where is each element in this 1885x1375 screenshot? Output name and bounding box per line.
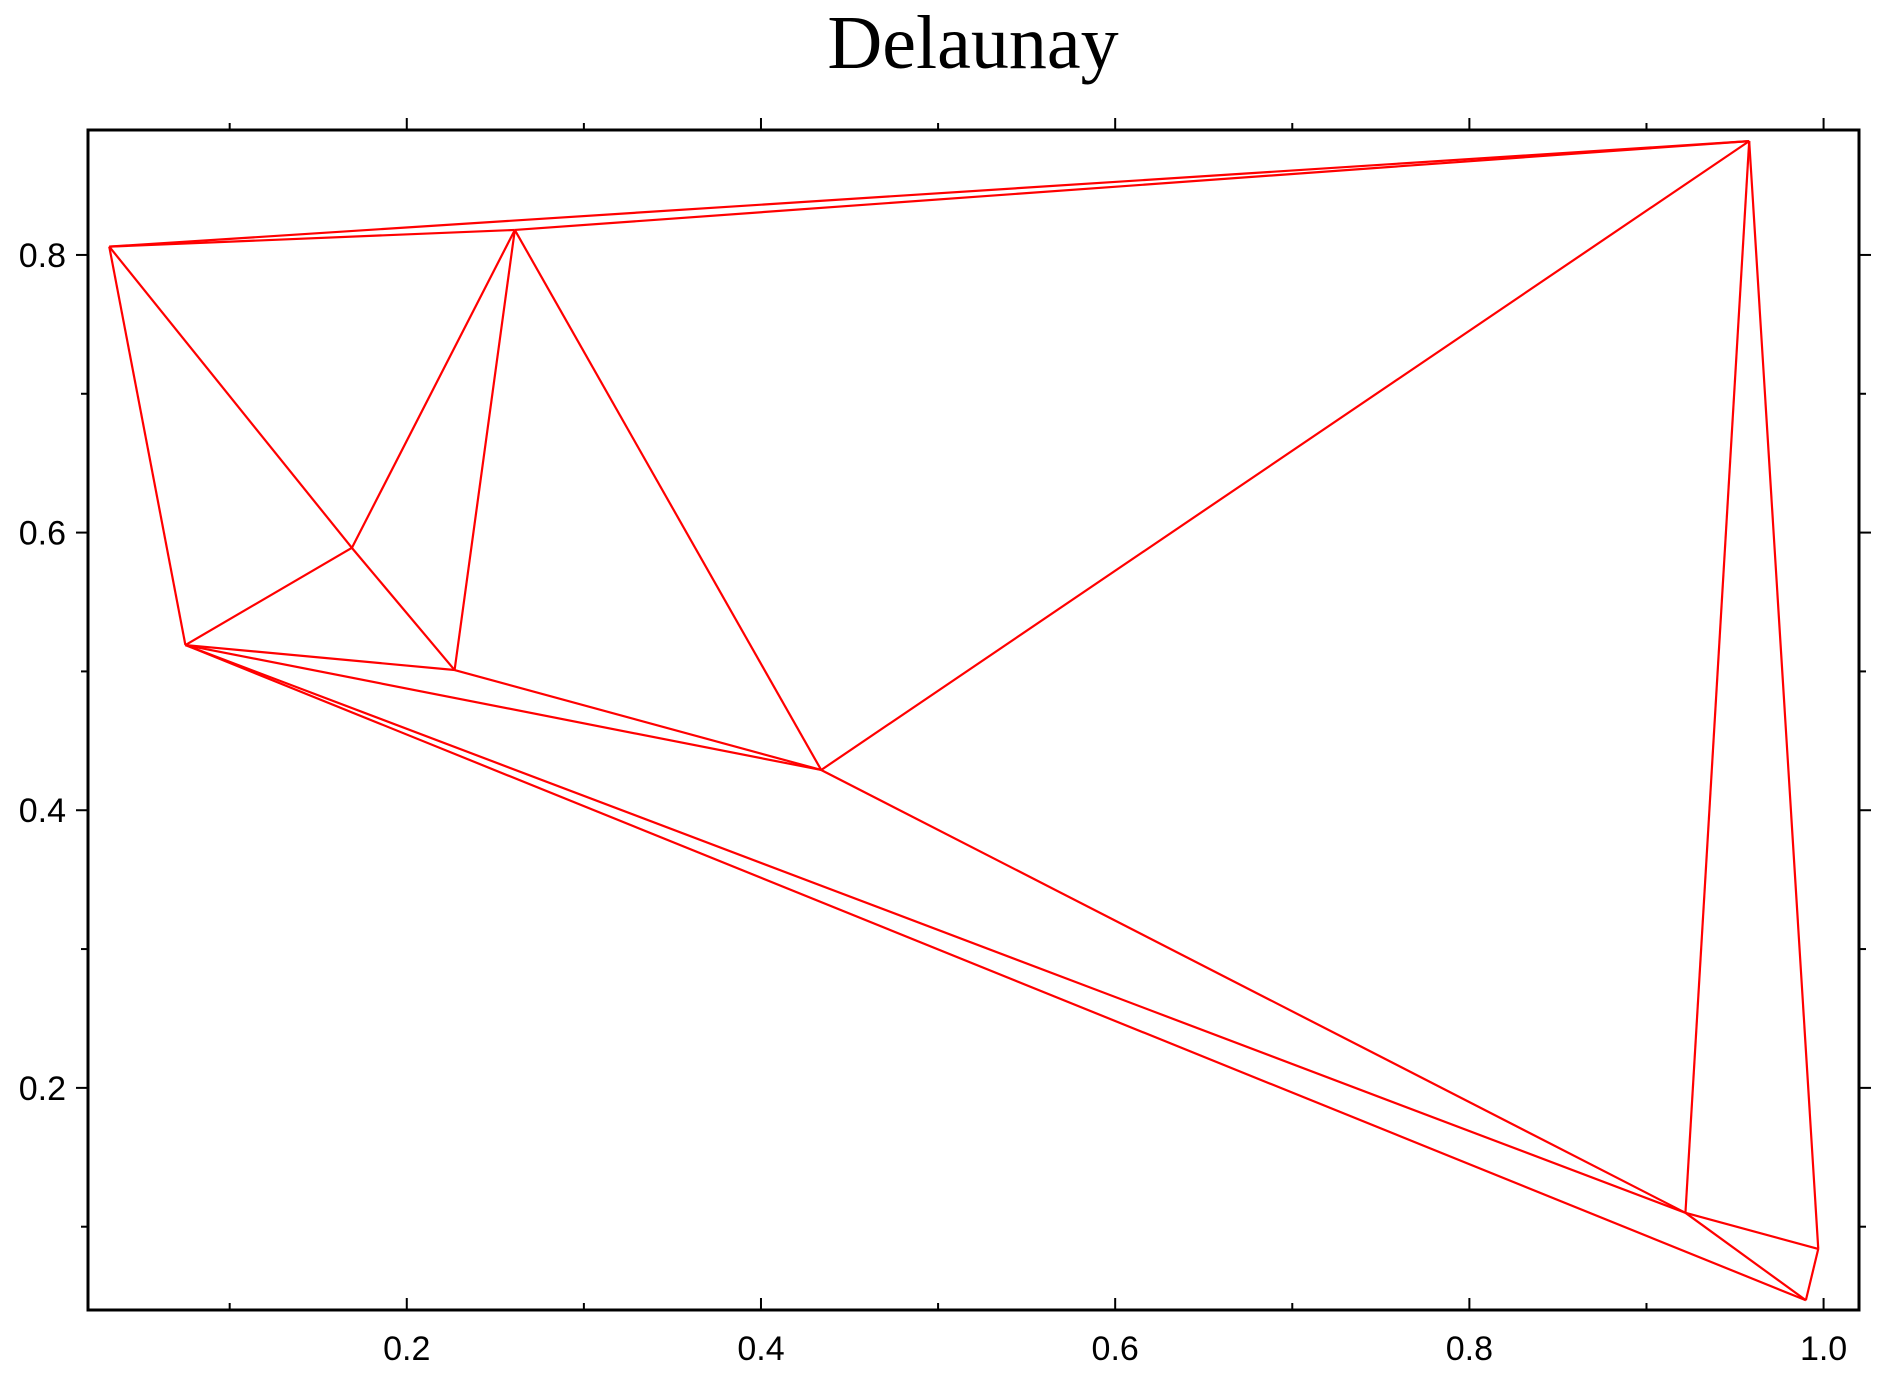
edge-E-H (185, 644, 1686, 1214)
chart-title: Delaunay (827, 1, 1118, 85)
x-tick-label: 0.6 (1092, 1330, 1139, 1368)
plot-frame (86, 128, 1861, 1312)
edge-C-G (820, 140, 1750, 771)
edge-A-B (109, 228, 515, 248)
edge-H-I (1685, 1211, 1819, 1250)
edge-E-G (185, 643, 822, 772)
x-tick-label: 0.2 (383, 1330, 430, 1368)
edge-G-H (820, 768, 1686, 1214)
y-tick-label: 0.6 (19, 515, 66, 553)
edge-B-G (513, 229, 823, 771)
edge-E-F (185, 643, 455, 672)
edge-A-C (109, 140, 1750, 248)
edge-D-F (351, 547, 456, 671)
axis-tick-labels: 0.2 0.4 0.6 0.8 1.0 0.2 0.4 0.6 0.8 (19, 237, 1847, 1368)
edge-B-D (350, 229, 516, 549)
edge-I-J (1804, 1248, 1820, 1301)
edge-B-C (514, 140, 1750, 232)
edge-E-J (184, 644, 1807, 1302)
edge-A-E (108, 246, 187, 646)
y-tick-label: 0.4 (19, 792, 66, 830)
edge-F-G (454, 668, 822, 772)
y-tick-label: 0.2 (19, 1070, 66, 1108)
x-tick-label: 1.0 (1800, 1330, 1847, 1368)
edge-H-J (1684, 1211, 1807, 1302)
edge-C-H (1684, 141, 1751, 1213)
edge-D-E (184, 546, 353, 646)
x-tick-label: 0.8 (1446, 1330, 1493, 1368)
edge-C-I (1748, 141, 1820, 1249)
edge-A-D (108, 245, 353, 549)
x-tick-label: 0.4 (737, 1330, 784, 1368)
y-tick-label: 0.8 (19, 237, 66, 275)
edge-B-F (453, 229, 516, 671)
triangulation-edges (108, 140, 1820, 1302)
axis-ticks (76, 118, 1871, 1310)
